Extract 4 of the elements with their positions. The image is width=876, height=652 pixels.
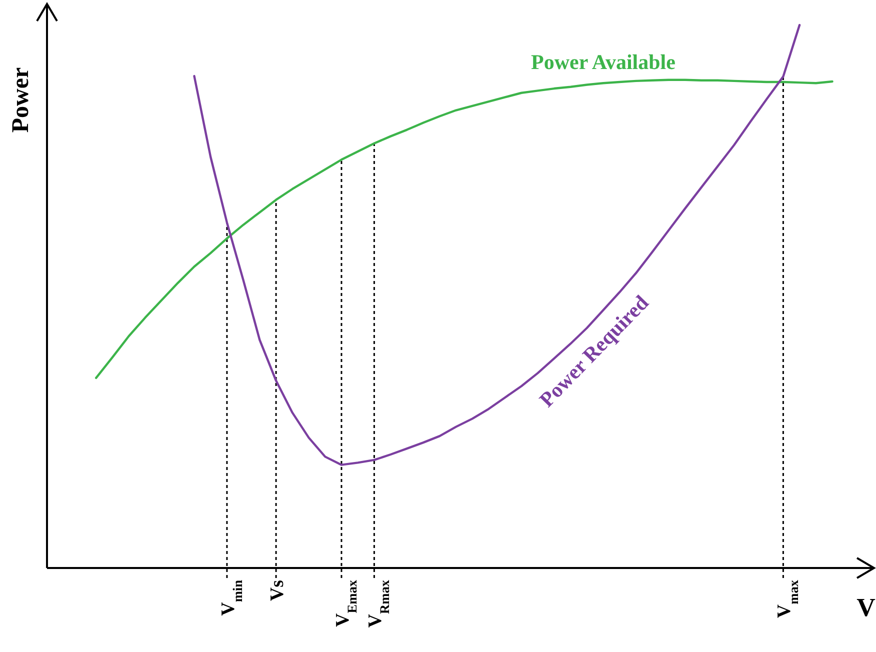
x-tick-label: Vs bbox=[267, 580, 288, 602]
x-axis-title: V bbox=[856, 593, 876, 622]
series-label: Power Available bbox=[531, 50, 676, 74]
y-axis-title: Power bbox=[8, 67, 34, 133]
